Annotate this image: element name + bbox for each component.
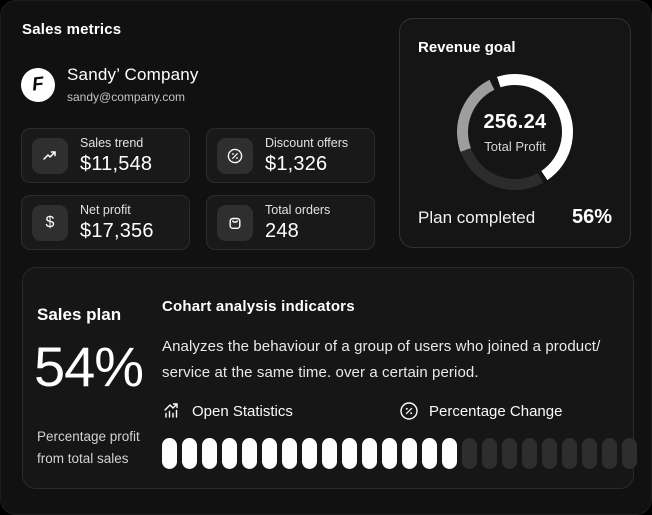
revenue-goal-card: Revenue goal 256.24 Total Profit Plan co…: [399, 18, 631, 248]
open-statistics-label: Open Statistics: [192, 402, 293, 420]
plan-completed-value: 56%: [571, 206, 612, 228]
revenue-goal-title: Revenue goal: [418, 39, 516, 56]
progress-segment: [342, 438, 357, 469]
company-logo-letter: F: [31, 72, 45, 96]
progress-segment: [282, 438, 297, 469]
progress-segment: [582, 438, 597, 469]
progress-segment: [262, 438, 277, 469]
progress-segment: [202, 438, 217, 469]
progress-segment: [222, 438, 237, 469]
sales-plan-value: 54%: [34, 335, 144, 398]
company-name: Sandy’ Company: [67, 65, 199, 84]
metric-value: $17,356: [80, 219, 154, 242]
metrics-grid: Sales trend $11,548 Discount offers $1,3…: [21, 128, 375, 250]
progress-segment: [602, 438, 617, 469]
metric-label: Discount offers: [265, 135, 349, 150]
metric-card-sales-trend: Sales trend $11,548: [21, 128, 190, 183]
metric-label: Net profit: [80, 202, 131, 217]
open-statistics-button[interactable]: Open Statistics: [162, 401, 293, 421]
plan-completed-label: Plan completed: [418, 207, 536, 227]
progress-segment: [422, 438, 437, 469]
sales-plan-title: Sales plan: [37, 305, 122, 324]
dollar-glyph: $: [45, 213, 55, 231]
metric-card-discount-offers: Discount offers $1,326: [206, 128, 375, 183]
total-profit-label: Total Profit: [484, 138, 546, 154]
percent-circle-icon: [399, 401, 419, 421]
sales-plan-caption-line2: from total sales: [37, 451, 129, 466]
company-email: sandy@company.com: [67, 90, 186, 104]
sales-plan-caption-line1: Percentage profit: [37, 429, 140, 444]
cohort-title: Cohart analysis indicators: [162, 298, 355, 315]
progress-segment: [502, 438, 517, 469]
revenue-footer: Plan completed 56%: [418, 206, 612, 229]
bar-chart-arrow-icon: [162, 401, 182, 421]
shopping-bag-icon: [217, 204, 253, 241]
metric-card-total-orders: Total orders 248: [206, 195, 375, 250]
metric-label: Sales trend: [80, 135, 144, 150]
dollar-icon: $: [32, 204, 68, 241]
metric-value: $1,326: [265, 152, 328, 175]
percentage-change-button[interactable]: Percentage Change: [399, 401, 562, 421]
company-logo-icon: F: [19, 65, 57, 104]
revenue-donut-center: 256.24 Total Profit: [468, 85, 562, 179]
progress-segment: [242, 438, 257, 469]
progress-segment: [162, 438, 177, 469]
metric-label: Total orders: [265, 202, 331, 217]
progress-segment: [402, 438, 417, 469]
progress-segment: [462, 438, 477, 469]
progress-segment: [482, 438, 497, 469]
progress-segment: [442, 438, 457, 469]
progress-segment: [542, 438, 557, 469]
cohort-description: Analyzes the behaviour of a group of use…: [162, 338, 601, 381]
page-title: Sales metrics: [22, 21, 122, 38]
progress-segment: [622, 438, 637, 469]
sales-plan-caption: Percentage profit from total sales: [37, 426, 140, 470]
cohort-progress-bar: [162, 438, 637, 469]
progress-segment: [302, 438, 317, 469]
company-profile: F Sandy’ Company sandy@company.com: [19, 65, 199, 104]
progress-segment: [562, 438, 577, 469]
sales-plan-cohort-card: Sales plan 54% Percentage profit from to…: [22, 267, 637, 489]
progress-segment: [322, 438, 337, 469]
discount-badge-icon: [217, 137, 253, 174]
total-profit-value: 256.24: [483, 110, 547, 133]
progress-segment: [382, 438, 397, 469]
progress-segment: [522, 438, 537, 469]
metric-card-net-profit: $ Net profit $17,356: [21, 195, 190, 250]
progress-segment: [182, 438, 197, 469]
progress-segment: [362, 438, 377, 469]
percentage-change-label: Percentage Change: [429, 402, 563, 420]
metric-value: $11,548: [80, 152, 153, 175]
revenue-donut: 256.24 Total Profit: [457, 74, 573, 190]
trend-up-icon: [32, 137, 68, 174]
metric-value: 248: [265, 219, 299, 242]
